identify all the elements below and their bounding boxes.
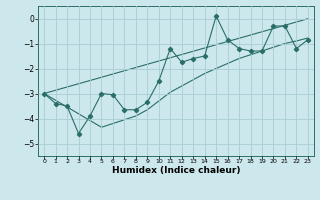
X-axis label: Humidex (Indice chaleur): Humidex (Indice chaleur) [112, 166, 240, 175]
